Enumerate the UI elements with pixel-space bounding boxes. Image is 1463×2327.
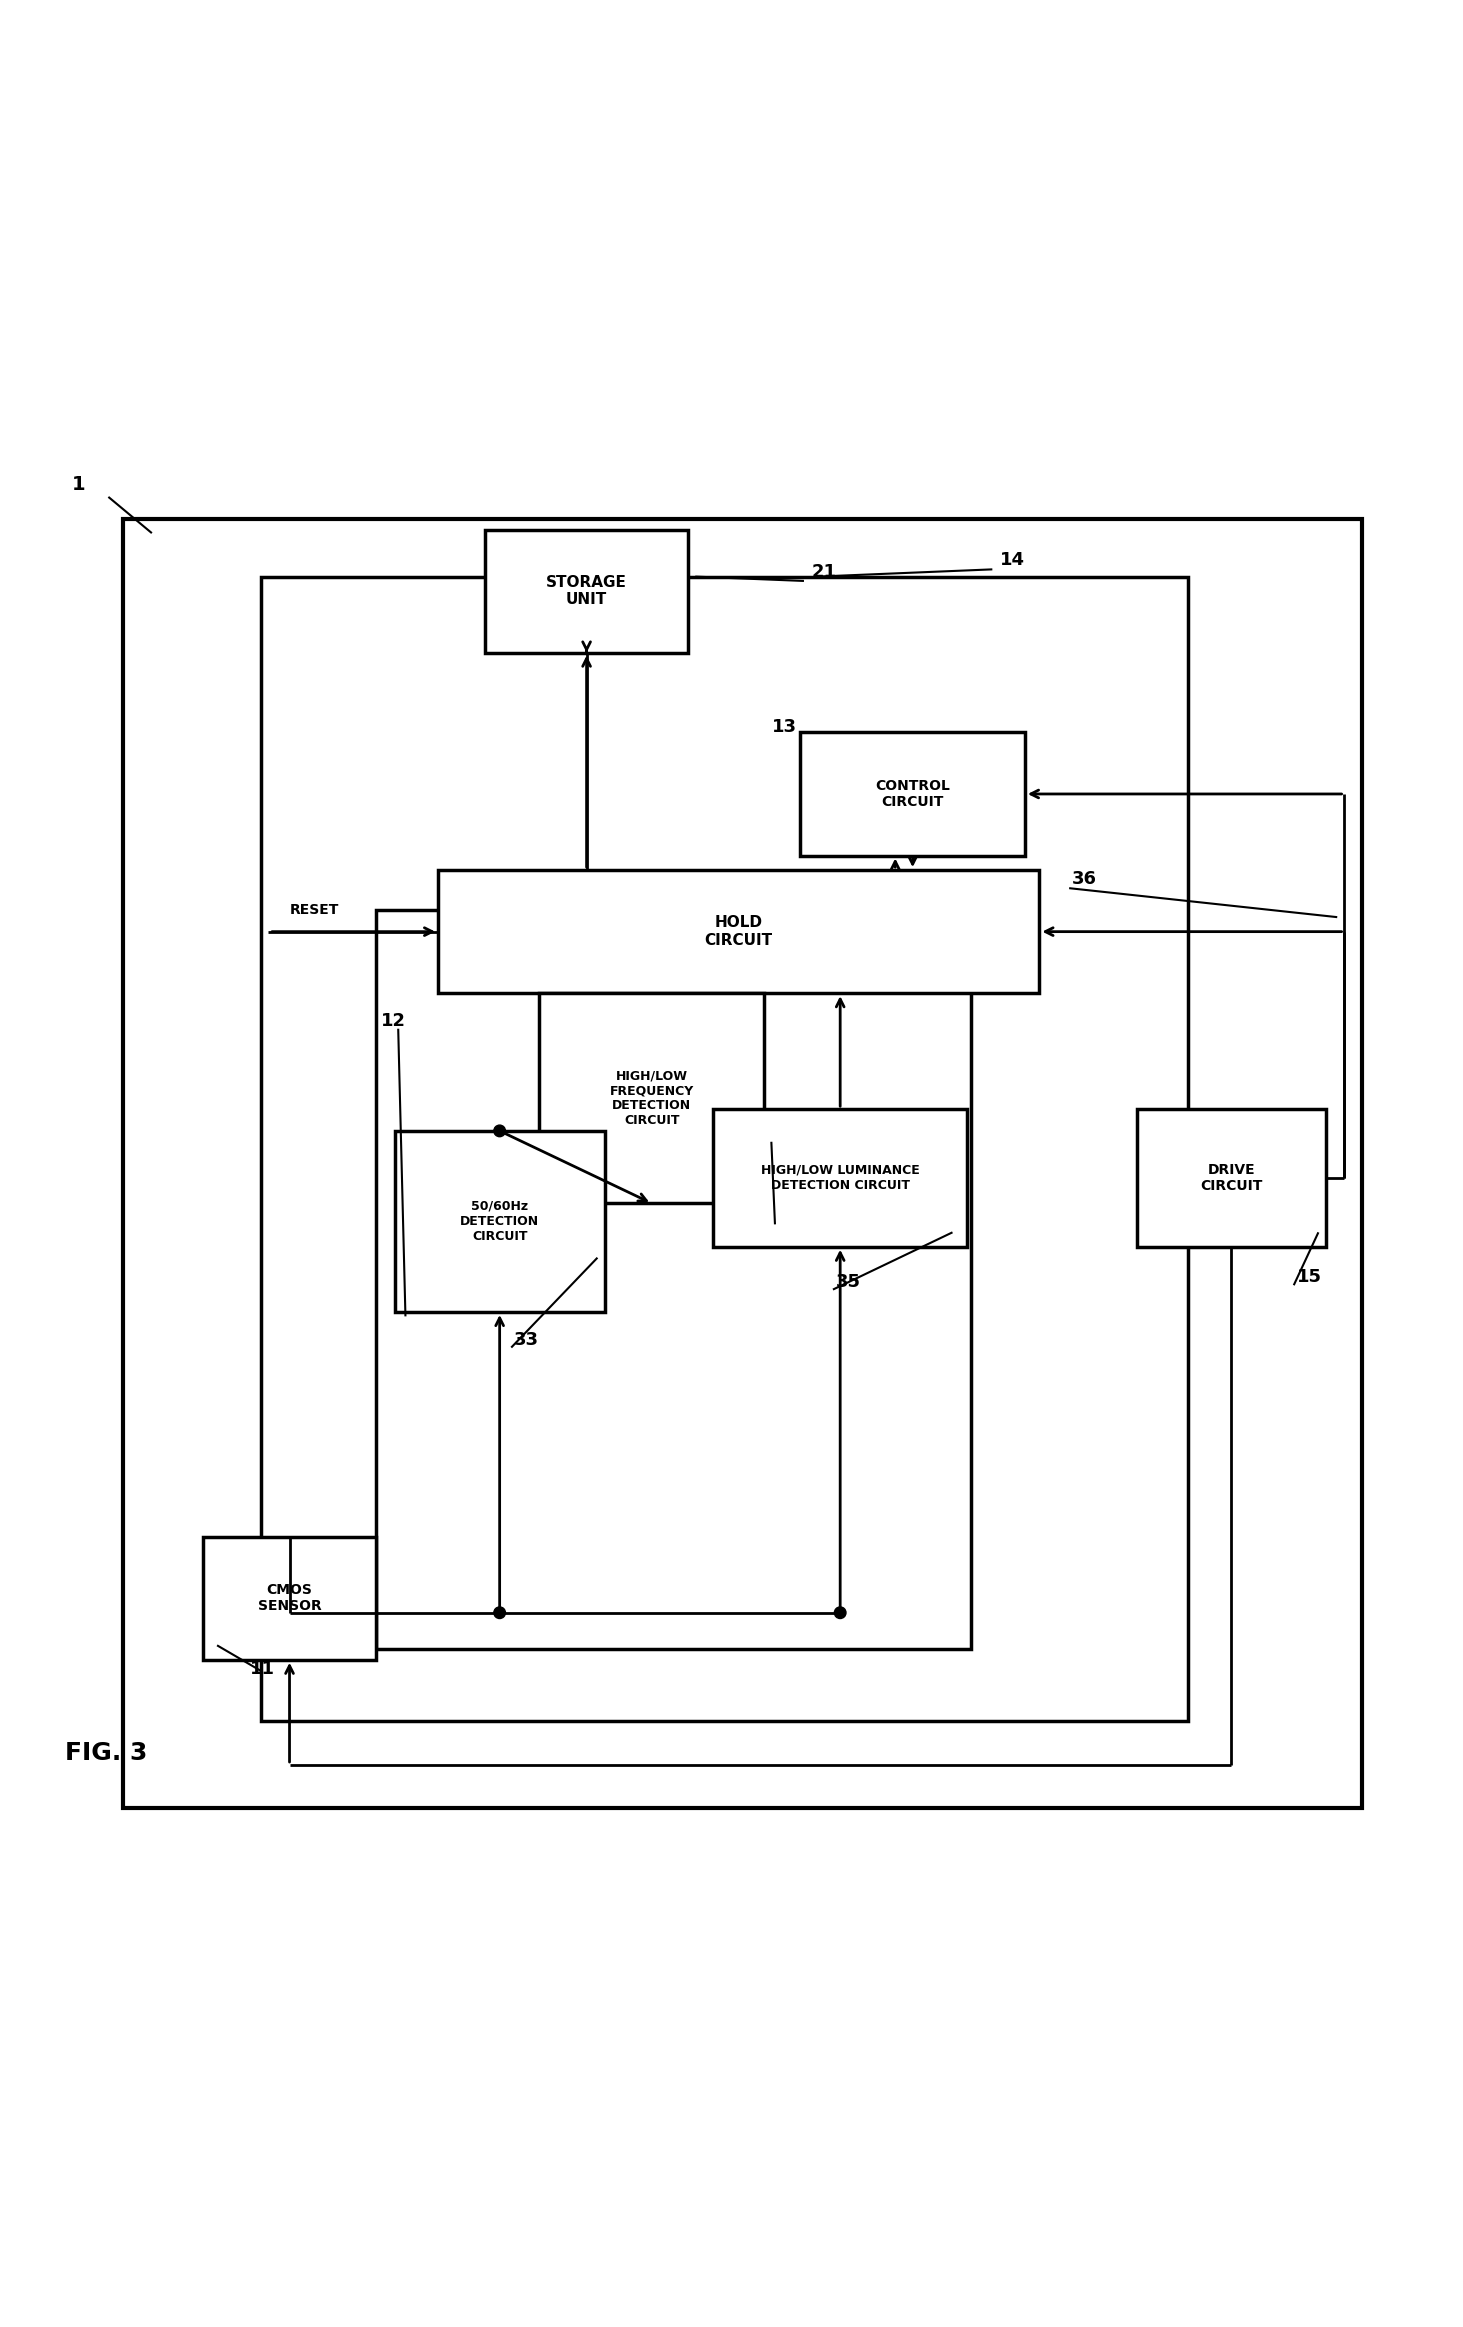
Text: 11: 11: [250, 1659, 275, 1678]
Text: 14: 14: [999, 551, 1024, 570]
Text: RESET: RESET: [290, 903, 339, 917]
Text: DRIVE
CIRCUIT: DRIVE CIRCUIT: [1200, 1164, 1263, 1194]
Text: 15: 15: [1296, 1268, 1321, 1287]
Text: FIG. 3: FIG. 3: [64, 1741, 148, 1764]
Bar: [202, 1536, 376, 1659]
Text: HIGH/LOW
FREQUENCY
DETECTION
CIRCUIT: HIGH/LOW FREQUENCY DETECTION CIRCUIT: [610, 1070, 693, 1126]
Text: CMOS
SENSOR: CMOS SENSOR: [257, 1582, 322, 1613]
Text: HIGH/LOW LUMINANCE
DETECTION CIRCUIT: HIGH/LOW LUMINANCE DETECTION CIRCUIT: [761, 1164, 920, 1191]
Bar: [540, 994, 764, 1203]
Text: 50/60Hz
DETECTION
CIRCUIT: 50/60Hz DETECTION CIRCUIT: [459, 1201, 540, 1243]
Text: STORAGE
UNIT: STORAGE UNIT: [546, 575, 628, 607]
Bar: [260, 577, 1188, 1722]
Bar: [437, 870, 1039, 994]
Bar: [1137, 1110, 1325, 1247]
Text: HOLD
CIRCUIT: HOLD CIRCUIT: [705, 915, 772, 947]
Bar: [800, 733, 1026, 856]
Bar: [123, 519, 1362, 1808]
Text: 35: 35: [835, 1273, 860, 1291]
Text: 33: 33: [514, 1331, 540, 1350]
Text: 13: 13: [772, 717, 797, 735]
Text: 21: 21: [811, 563, 837, 582]
Text: 1: 1: [72, 475, 86, 493]
Circle shape: [834, 1608, 846, 1620]
Circle shape: [494, 1608, 505, 1620]
Text: CONTROL
CIRCUIT: CONTROL CIRCUIT: [875, 780, 949, 810]
Bar: [395, 1131, 604, 1312]
Bar: [714, 1110, 967, 1247]
Text: 34: 34: [780, 1208, 805, 1226]
Text: 12: 12: [380, 1012, 405, 1031]
Bar: [376, 910, 970, 1650]
Circle shape: [494, 1124, 505, 1136]
Text: 36: 36: [1072, 870, 1097, 889]
Bar: [486, 531, 688, 652]
